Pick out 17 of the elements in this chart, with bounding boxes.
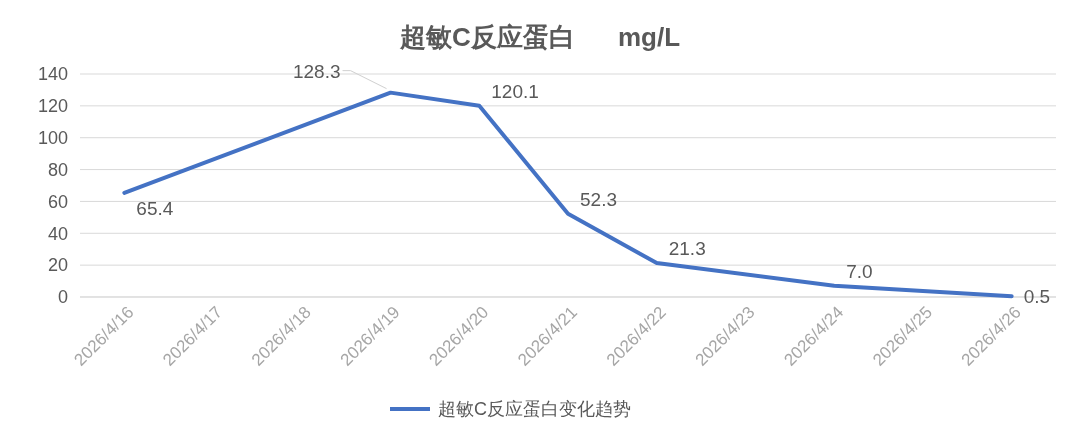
y-tick-label: 20 [47,255,68,276]
data-label: 128.3 [293,60,341,82]
y-tick-label: 140 [37,64,68,85]
y-tick-label: 120 [37,96,68,117]
data-label: 52.3 [580,188,617,210]
y-tick-label: 0 [57,287,68,308]
y-tick-label: 100 [37,128,68,149]
data-label: 21.3 [668,238,706,260]
data-label: 7.0 [846,260,873,282]
data-label: 65.4 [136,197,174,219]
legend-label: 超敏C反应蛋白变化趋势 [438,399,631,419]
data-label: 0.5 [1023,286,1051,308]
y-tick-label: 80 [47,159,68,180]
y-tick-label: 40 [47,223,68,244]
chart-title: 超敏C反应蛋白 mg/L [398,22,681,52]
data-label: 120.1 [491,80,539,102]
y-tick-label: 60 [47,191,68,212]
